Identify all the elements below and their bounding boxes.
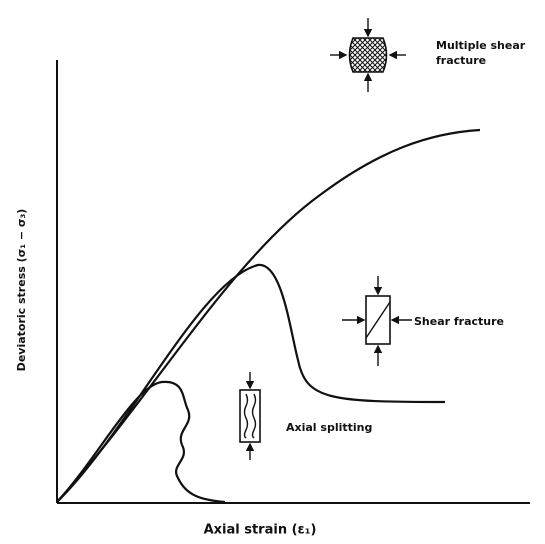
annotation: Multiple shear xyxy=(436,39,526,52)
annotation: fracture xyxy=(436,54,486,67)
multiple-shear-icon xyxy=(330,18,406,92)
splitting-curve xyxy=(56,380,226,504)
annotation: Axial splitting xyxy=(286,421,372,434)
y-axis-label: Deviatoric stress (σ₁ − σ₃) xyxy=(15,209,28,372)
ductile-curve xyxy=(56,128,481,503)
x-axis-label: Axial strain (ε₁) xyxy=(204,523,317,538)
shear-icon xyxy=(342,276,412,366)
axial-splitting-icon xyxy=(239,372,261,460)
shear-curve xyxy=(56,263,446,503)
annotation: Shear fracture xyxy=(414,315,504,328)
